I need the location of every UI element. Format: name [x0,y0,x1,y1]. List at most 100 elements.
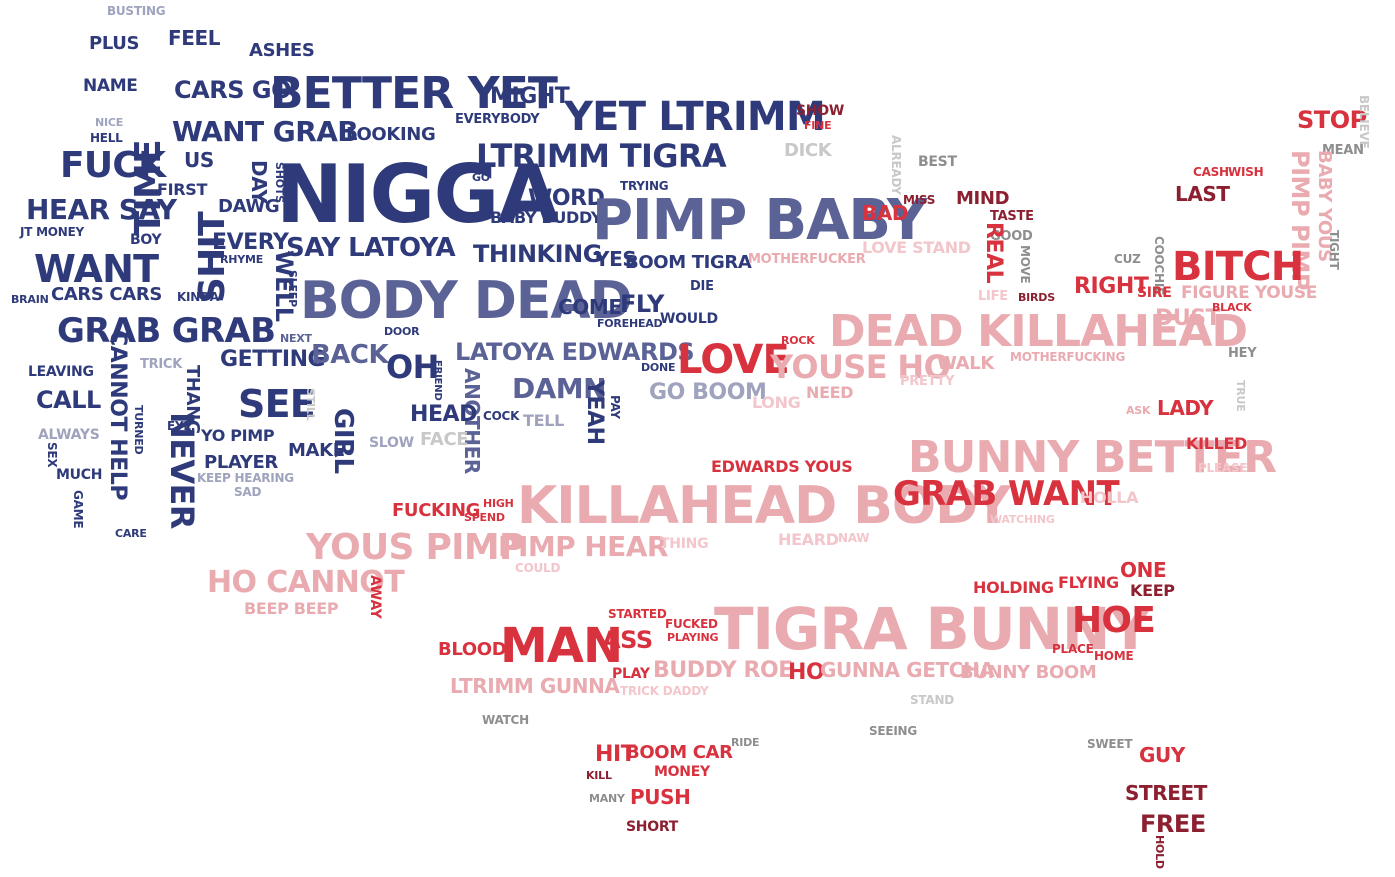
cloud-word: WATCH [482,713,529,727]
cloud-word: CALL [36,386,101,414]
cloud-word: FLYING [1058,573,1119,592]
cloud-word: BRAIN [11,293,49,306]
cloud-word: SWEET [1087,737,1133,751]
cloud-word: YO PIMP [201,426,275,445]
cloud-word: SPEND [464,511,505,524]
cloud-word: WORD [528,186,605,211]
cloud-word: TIGHT [1327,230,1341,270]
cloud-word: YOUS PIMP [306,527,525,568]
cloud-word: ALREADY [889,135,903,195]
cloud-word: PLAYER [204,452,278,473]
cloud-word: ASS [602,626,653,654]
cloud-word: CARS CARS [51,284,162,305]
cloud-word: RIDE [731,736,760,749]
cloud-word: HO CANNOT [207,565,405,600]
cloud-word: FINE [804,119,832,132]
cloud-word: MANY [589,792,625,805]
cloud-word: WANT [34,247,159,291]
cloud-word: BOY [130,232,162,248]
cloud-word: STOP [1297,106,1367,134]
cloud-word: SEEING [869,724,917,738]
cloud-word: PLAYING [667,631,719,644]
cloud-word: TRICK [140,357,183,372]
cloud-word: SIRE [1137,285,1172,301]
cloud-word: AWAY [367,575,383,619]
cloud-word: TELL [523,411,564,430]
cloud-word: COULD [515,561,561,575]
cloud-word: WOULD [660,311,718,327]
cloud-word: SEE [238,382,316,426]
cloud-word: GUNNA GETCHA [820,658,995,682]
cloud-word: KEEP [1130,581,1175,600]
cloud-word: DAWG [218,196,280,217]
cloud-word: MONEY [654,764,710,780]
cloud-word: STILL [304,388,317,421]
cloud-word: SAD [234,485,262,499]
cloud-word: BETTER YET [270,68,558,119]
cloud-word: PIMP BABY [592,188,927,253]
cloud-word: CARS GO [174,76,292,104]
cloud-word: EDWARDS YOUS [711,457,853,476]
cloud-word: WISH [1228,165,1264,179]
cloud-word: FUCKED [665,617,718,631]
cloud-word: DEAD KILLAHEAD [829,306,1248,357]
cloud-word: KEEP HEARING [197,471,294,485]
cloud-word: DAMN [512,372,607,405]
cloud-word: BIRDS [1018,291,1055,304]
cloud-word: CANNOT HELP [105,330,130,501]
cloud-word: GUY [1139,743,1185,767]
cloud-word: BELIEVE [1357,95,1371,149]
cloud-word: PAY [608,395,622,419]
cloud-word: HEARD [778,530,839,549]
cloud-word: PLUS [89,33,140,54]
cloud-word: MOTHERFUCKER [748,252,866,267]
cloud-word: FEEL [168,26,221,50]
cloud-word: FREE [1140,810,1206,838]
cloud-word: DONE [641,361,676,374]
cloud-word: BUSTING [107,4,166,18]
cloud-word: LOVE [677,337,790,383]
cloud-word: LTRIMM TIGRA [476,137,727,175]
cloud-word: TIGRA BUNNY [714,595,1151,663]
cloud-word: LIFE [978,289,1008,304]
cloud-word: BUNNY BETTER [908,432,1277,483]
cloud-word: NEED [806,383,854,402]
cloud-word: TURNED [132,405,145,455]
cloud-word: MAN [500,618,623,674]
cloud-word: SAY LATOYA [286,233,456,263]
cloud-word: FIRST [157,180,208,199]
cloud-word: HOLDING [973,578,1054,597]
cloud-word: LOVE STAND [862,238,971,257]
cloud-word: ASK [1126,404,1151,417]
cloud-word: RHYME [220,253,264,266]
cloud-word: REAL [981,222,1006,284]
cloud-word: KILLED [1186,434,1248,453]
cloud-word: LATOYA EDWARDS [455,338,695,366]
cloud-word: BITCH [1172,244,1304,290]
cloud-word: WATCHING [990,513,1055,526]
cloud-word: FLY [620,290,664,318]
cloud-word: FUCK [60,145,166,186]
cloud-word: NEXT [280,332,312,345]
cloud-word: STARTED [608,607,667,621]
cloud-word: TASTE [990,209,1034,224]
cloud-word: NIGGA [276,148,560,241]
cloud-word: GRAB WANT [893,474,1120,514]
cloud-word: FIGURE YOUSE [1181,283,1318,303]
cloud-word: BAD [862,201,909,225]
cloud-word: BLOOD [438,639,507,660]
cloud-word: LEAVING [28,364,94,380]
cloud-word: OH [386,348,439,386]
cloud-word: YET LTRIMM [564,94,826,140]
cloud-word: EVERYBODY [455,112,540,127]
cloud-word: MEAN [1322,143,1364,158]
cloud-word: MAKE [288,440,345,461]
cloud-word: HOE [1072,600,1156,641]
cloud-word: PIMP HEAR [498,530,668,563]
cloud-word: MOVE [1018,245,1032,284]
cloud-word: TRUE [1234,380,1247,412]
cloud-word: BLACK [1212,301,1252,314]
cloud-word: MIGHT [490,84,570,109]
cloud-word: WANT GRAB [172,115,359,148]
cloud-word: KILL [586,769,612,782]
